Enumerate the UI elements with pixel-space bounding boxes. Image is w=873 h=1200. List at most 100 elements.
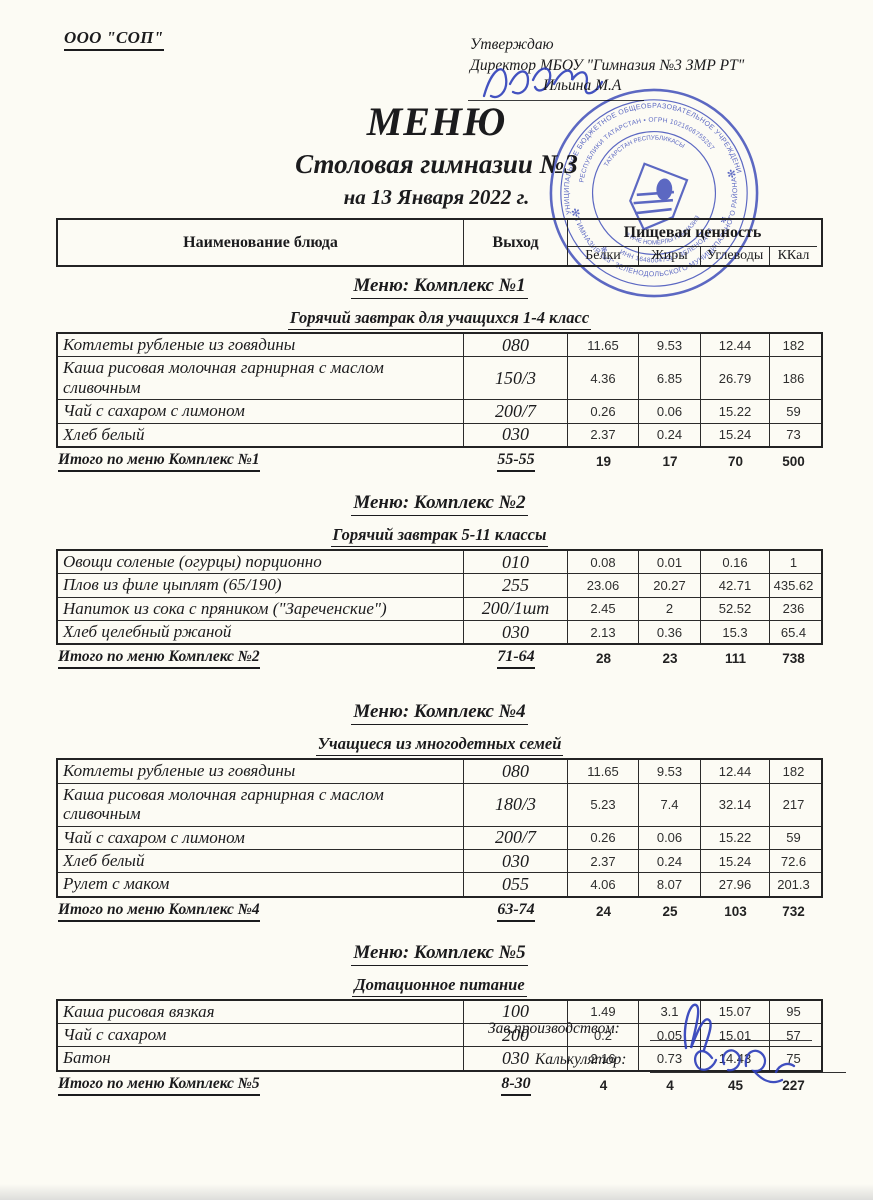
dish-name: Каша рисовая молочная гарнирная с маслом… — [58, 783, 464, 826]
fat-value: 0.06 — [639, 400, 701, 423]
calculator-signature-ink — [693, 1049, 796, 1084]
kcal-value: 182 — [782, 764, 805, 780]
dish-name: Хлеб белый — [58, 849, 464, 873]
fat-value: 3.1 — [639, 1000, 701, 1023]
portion-output: 055 — [464, 873, 568, 896]
table-row: Котлеты рубленые из говядины 080 11.65 9… — [58, 334, 821, 357]
portion-output: 080 — [464, 334, 568, 357]
portion-output: 030 — [464, 1047, 568, 1070]
total-protein: 4 — [599, 1077, 608, 1093]
total-protein: 19 — [595, 453, 612, 469]
carbs-value: 15.07 — [701, 1000, 770, 1023]
protein-value: 0.26 — [568, 400, 639, 423]
table-row: Каша рисовая молочная гарнирная с маслом… — [58, 356, 821, 400]
total-carbs: 45 — [727, 1077, 744, 1093]
production-manager-label: Зав.производством: — [488, 1020, 620, 1037]
total-row: Итого по меню Комплекс №5 8-30 4 4 45 22… — [56, 1072, 823, 1098]
total-carbs: 70 — [727, 453, 744, 469]
table-row: Хлеб целебный ржаной 030 2.13 0.36 15.3 … — [58, 620, 821, 644]
protein-value: 4.06 — [568, 873, 639, 896]
menu-table: Котлеты рубленые из говядины 080 11.65 9… — [56, 758, 823, 898]
fat-value: 20.27 — [639, 574, 701, 597]
organization-name: ООО "СОП" — [64, 28, 164, 51]
production-manager-signature-line — [650, 1040, 812, 1041]
total-row: Итого по меню Комплекс №4 63-74 24 25 10… — [56, 898, 823, 924]
kcal-value: 236 — [782, 601, 805, 617]
section-subtitle: Дотационное питание — [352, 975, 527, 997]
total-protein: 24 — [595, 903, 612, 919]
fat-value: 0.01 — [639, 550, 701, 574]
carbs-value: 26.79 — [701, 357, 770, 400]
total-row: Итого по меню Комплекс №1 55-55 19 17 70… — [56, 448, 823, 474]
protein-value: 1.49 — [568, 1000, 639, 1023]
section-subtitle: Горячий завтрак 5-11 классы — [330, 525, 549, 547]
total-kcal: 732 — [782, 903, 805, 919]
total-output: 71-64 — [497, 648, 535, 670]
portion-output: 200/1шт — [464, 597, 568, 620]
approve-word: Утверждаю — [470, 36, 554, 53]
carbs-value: 15.24 — [701, 849, 770, 873]
total-kcal: 227 — [782, 1077, 805, 1093]
kcal-value: 95 — [786, 1004, 801, 1020]
section-subtitle: Горячий завтрак для учащихся 1-4 класс — [287, 308, 592, 330]
dish-name: Плов из филе цыплят (65/190) — [58, 574, 464, 597]
menu-table: Котлеты рубленые из говядины 080 11.65 9… — [56, 332, 823, 448]
portion-output: 200/7 — [464, 400, 568, 423]
dish-name: Овощи соленые (огурцы) порционно — [58, 550, 464, 574]
fat-value: 9.53 — [639, 334, 701, 357]
total-label: Итого по меню Комплекс №2 — [58, 648, 260, 670]
portion-output: 030 — [464, 849, 568, 873]
column-header-table: Наименование блюда Выход Пищевая ценност… — [56, 218, 823, 267]
total-row: Итого по меню Комплекс №2 71-64 28 23 11… — [56, 645, 823, 671]
director-signature-ink — [482, 67, 604, 99]
kcal-value: 182 — [782, 337, 805, 353]
header-nutrition: Пищевая ценность — [568, 220, 817, 247]
protein-value: 4.36 — [568, 357, 639, 400]
protein-value: 2.45 — [568, 597, 639, 620]
table-row: Котлеты рубленые из говядины 080 11.65 9… — [58, 760, 821, 783]
protein-value: 2.37 — [568, 423, 639, 446]
total-kcal: 500 — [782, 453, 805, 469]
document-title: МЕНЮ — [366, 99, 507, 144]
production-manager-signature-ink — [683, 1003, 712, 1052]
fat-value: 2 — [639, 597, 701, 620]
fat-value: 6.85 — [639, 357, 701, 400]
dish-name: Хлеб целебный ржаной — [58, 621, 464, 644]
calculator-signature-line — [650, 1072, 846, 1073]
total-kcal: 738 — [782, 651, 805, 667]
portion-output: 200 — [464, 1024, 568, 1047]
menu-sections: Меню: Комплекс №1 Горячий завтрак для уч… — [56, 275, 823, 1098]
kcal-value: 72.6 — [780, 853, 807, 869]
table-row: Овощи соленые (огурцы) порционно 010 0.0… — [58, 550, 821, 574]
section-title: Меню: Комплекс №4 — [351, 701, 528, 726]
approve-director-line: Директор МБОУ "Гимназия №3 ЗМР РТ" — [470, 57, 745, 74]
table-row: Хлеб белый 030 2.37 0.24 15.24 73 — [58, 422, 821, 446]
carbs-value: 27.96 — [701, 873, 770, 896]
section-title: Меню: Комплекс №5 — [351, 942, 528, 966]
menu-table: Овощи соленые (огурцы) порционно 010 0.0… — [56, 548, 823, 646]
table-row: Батон 030 2.16 0.73 14.43 75 — [58, 1046, 821, 1070]
portion-output: 200/7 — [464, 826, 568, 849]
protein-value: 11.65 — [568, 760, 639, 783]
fat-value: 0.36 — [639, 621, 701, 644]
kcal-value: 59 — [786, 830, 801, 846]
total-fat: 23 — [662, 651, 678, 667]
protein-value: 23.06 — [568, 574, 639, 597]
carbs-value: 15.22 — [701, 400, 770, 423]
carbs-value: 42.71 — [701, 574, 770, 597]
table-row: Каша рисовая молочная гарнирная с маслом… — [58, 782, 821, 826]
kcal-value: 65.4 — [780, 624, 807, 640]
protein-value: 2.37 — [568, 849, 639, 873]
table-row: Хлеб белый 030 2.37 0.24 15.24 72.6 — [58, 848, 821, 873]
dish-name: Котлеты рубленые из говядины — [58, 334, 464, 357]
kcal-value: 435.62 — [773, 577, 814, 593]
header-kcal: ККал — [777, 248, 810, 263]
header-dish: Наименование блюда — [58, 220, 464, 265]
carbs-value: 32.14 — [701, 783, 770, 826]
kcal-value: 73 — [786, 427, 801, 443]
portion-output: 030 — [464, 621, 568, 644]
portion-output: 180/3 — [464, 783, 568, 826]
menu-section: Меню: Комплекс №1 Горячий завтрак для уч… — [56, 275, 823, 474]
header-protein: Белки — [568, 247, 639, 265]
total-fat: 17 — [662, 453, 678, 469]
